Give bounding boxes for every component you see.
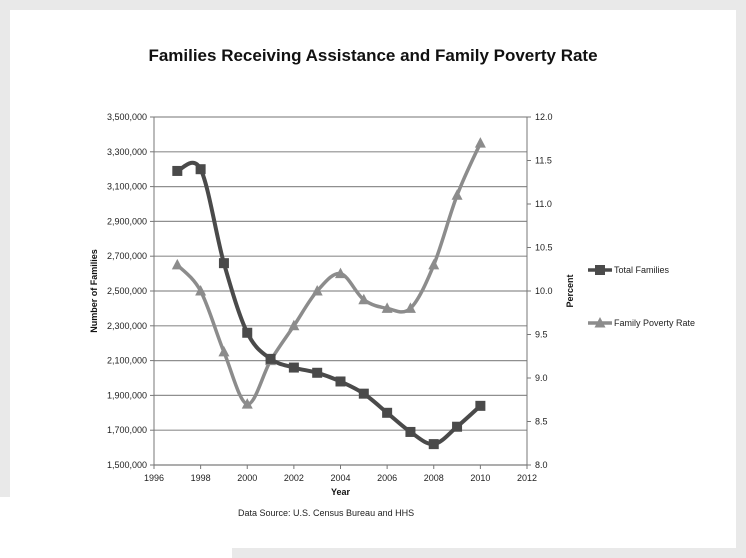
x-tick-label: 2002	[284, 473, 304, 483]
total-families-point	[218, 258, 229, 269]
total-families-point	[405, 426, 416, 437]
x-tick-label: 1996	[144, 473, 164, 483]
total-families-point	[358, 388, 369, 399]
x-axis-title: Year	[331, 487, 351, 497]
total-families-point	[288, 362, 299, 373]
total-families-line	[175, 160, 483, 447]
x-tick-label: 2010	[470, 473, 490, 483]
family-poverty-rate-point	[241, 398, 253, 409]
y2-axis-title: Percent	[565, 274, 575, 307]
family-poverty-rate-point	[428, 258, 440, 270]
x-tick-label: 2008	[424, 473, 444, 483]
y2-tick-label: 8.5	[535, 417, 548, 427]
y-tick-label: 3,100,000	[107, 182, 147, 192]
total-families-point	[195, 164, 206, 175]
legend-label-family-poverty-rate: Family Poverty Rate	[614, 318, 695, 328]
y2-tick-label: 10.0	[535, 286, 553, 296]
x-tick-label: 2004	[330, 473, 350, 483]
y-tick-label: 2,500,000	[107, 286, 147, 296]
legend-label-total-families: Total Families	[614, 265, 670, 275]
x-tick-label: 1998	[191, 473, 211, 483]
family-poverty-rate-line	[175, 141, 483, 406]
total-families-point	[475, 400, 486, 411]
y2-tick-label: 9.0	[535, 373, 548, 383]
family-poverty-rate-point	[171, 258, 183, 270]
family-poverty-rate-point	[404, 302, 416, 313]
family-poverty-rate-point	[358, 293, 370, 305]
y-tick-label: 1,700,000	[107, 425, 147, 435]
legend-marker-total-families	[595, 265, 605, 275]
y2-tick-label: 10.5	[535, 243, 553, 253]
x-tick-label: 2000	[237, 473, 257, 483]
chart-panel: Families Receiving Assistance and Family…	[10, 10, 736, 548]
total-families-point	[428, 439, 439, 450]
y2-tick-label: 9.5	[535, 330, 548, 340]
family-poverty-rate-point	[218, 345, 230, 357]
y2-tick-label: 11.0	[535, 199, 552, 209]
family-poverty-rate-point	[451, 189, 463, 200]
x-tick-label: 2012	[517, 473, 537, 483]
total-families-point	[452, 421, 463, 432]
x-tick-label: 2006	[377, 473, 397, 483]
blank-corner-box	[0, 497, 232, 558]
y-tick-label: 3,500,000	[107, 112, 147, 122]
y-axis-title: Number of Families	[89, 249, 99, 333]
line-chart: 1,500,000 1,700,000 1,900,000 2,100,000 2,30…	[89, 112, 695, 497]
family-poverty-rate-point	[474, 137, 486, 148]
family-poverty-rate-point	[311, 285, 323, 296]
total-families-point	[335, 376, 346, 387]
legend-marker-family-poverty-rate	[594, 317, 606, 328]
y-tick-label: 2,100,000	[107, 356, 147, 366]
y-tick-label: 2,900,000	[107, 216, 147, 226]
y-tick-label: 3,300,000	[107, 147, 147, 157]
y-tick-label: 2,700,000	[107, 251, 147, 261]
family-poverty-rate-point	[288, 319, 300, 331]
total-families-point	[312, 367, 323, 378]
y2-tick-label: 8.0	[535, 460, 548, 470]
y-tick-label: 1,900,000	[107, 390, 147, 400]
y-tick-label: 2,300,000	[107, 321, 147, 331]
family-poverty-rate-point	[381, 302, 393, 313]
total-families-point	[382, 407, 393, 418]
family-poverty-rate-point	[195, 285, 207, 296]
y2-tick-label: 11.5	[535, 156, 552, 166]
total-families-point	[265, 353, 276, 364]
total-families-point	[242, 327, 253, 338]
source-note: Data Source: U.S. Census Bureau and HHS	[238, 508, 415, 518]
y2-tick-label: 12.0	[535, 112, 553, 122]
total-families-point	[172, 165, 183, 176]
y-tick-label: 1,500,000	[107, 460, 147, 470]
chart-title: Families Receiving Assistance and Family…	[148, 46, 598, 65]
family-poverty-rate-point	[335, 267, 346, 279]
